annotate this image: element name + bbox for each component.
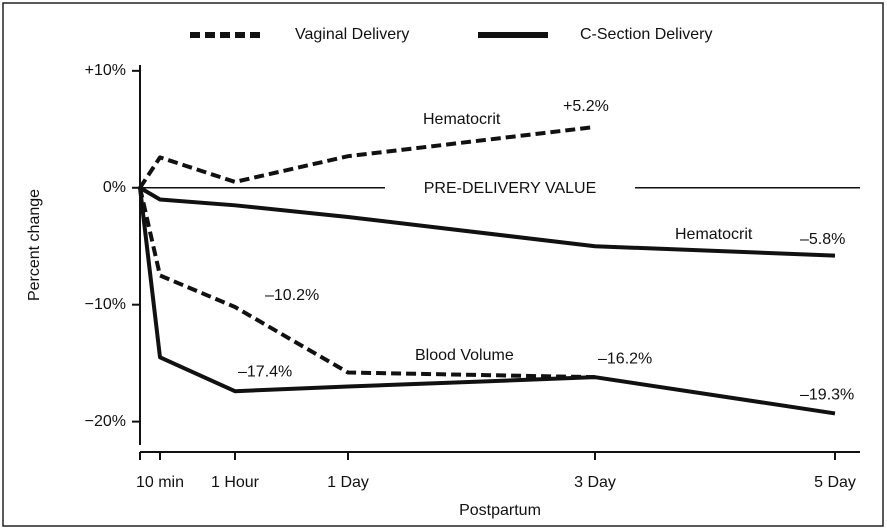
x-tick-label: 1 Hour	[211, 474, 260, 491]
reference-label: PRE-DELIVERY VALUE	[424, 180, 597, 197]
value-label: –5.8%	[800, 231, 845, 248]
value-label: –16.2%	[598, 350, 652, 367]
x-tick-label: 5 Day	[814, 474, 856, 491]
series-line	[138, 186, 836, 258]
value-label: –10.2%	[265, 287, 319, 304]
y-axis-label: Percent change	[26, 189, 43, 301]
series-label: Hematocrit	[423, 111, 501, 128]
x-tick-label: 1 Day	[327, 474, 369, 491]
x-tick-label: 10 min	[136, 474, 184, 491]
y-tick-label: 0%	[103, 179, 126, 196]
series-label: Hematocrit	[675, 226, 753, 243]
series-label: Blood Volume	[415, 347, 514, 364]
legend-label: C-Section Delivery	[580, 26, 712, 43]
y-tick-label: −10%	[85, 296, 126, 313]
value-label: –17.4%	[238, 363, 292, 380]
legend-label: Vaginal Delivery	[295, 26, 409, 43]
reference-label-bg	[385, 176, 635, 199]
value-label: –19.3%	[800, 387, 854, 404]
x-tick-label: 3 Day	[574, 474, 616, 491]
value-label: +5.2%	[563, 98, 609, 115]
y-tick-label: −20%	[85, 413, 126, 430]
series-line	[138, 124, 596, 189]
series-line	[138, 187, 596, 380]
x-axis-label: Postpartum	[459, 502, 541, 519]
y-tick-label: +10%	[85, 62, 126, 79]
series-line	[138, 187, 836, 416]
